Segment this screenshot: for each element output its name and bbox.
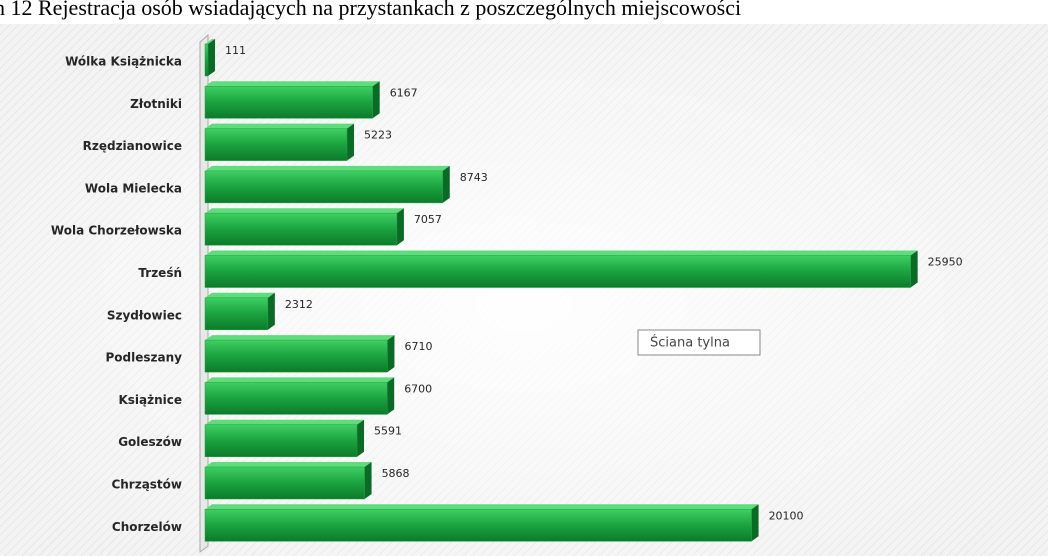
bar-side <box>372 81 380 119</box>
tooltip-box <box>637 329 761 356</box>
bar-top <box>205 462 372 467</box>
bar <box>204 509 752 542</box>
bar-top <box>205 419 365 425</box>
bar-top <box>205 39 216 44</box>
title-band <box>0 0 1048 24</box>
bar-side <box>751 504 759 542</box>
value-label: 25950 <box>928 256 963 269</box>
bar-side <box>267 292 275 330</box>
bar <box>204 43 209 77</box>
axis-wall <box>199 33 209 553</box>
bar-side <box>347 123 355 161</box>
tooltip-text: Ściana tylna <box>650 335 730 351</box>
bar <box>204 382 388 415</box>
value-label: 2312 <box>285 298 313 311</box>
bar <box>204 255 911 288</box>
value-label: 111 <box>225 44 246 57</box>
bar <box>204 86 373 119</box>
bar-top <box>205 123 355 129</box>
bar-top <box>205 208 404 214</box>
bar-side <box>442 165 450 203</box>
category-label: Chorzelów <box>112 520 182 534</box>
bar <box>204 212 398 246</box>
bar <box>204 424 358 457</box>
category-label: Rzędzianowice <box>83 139 182 153</box>
bar <box>204 339 388 373</box>
bar-top <box>205 292 275 298</box>
bar-top <box>205 377 395 383</box>
category-label: Wola Mielecka <box>85 181 182 195</box>
bar <box>204 128 348 161</box>
value-label: 6700 <box>404 382 432 395</box>
category-label: Chrząstów <box>111 478 182 492</box>
category-label: Książnice <box>118 393 182 407</box>
value-label: 5868 <box>382 467 410 480</box>
chart-title: h 12 Rejestracja osób wsiadających na pr… <box>0 0 741 20</box>
bar-side <box>387 377 395 415</box>
category-label: Złotniki <box>130 97 182 111</box>
bar <box>204 297 269 331</box>
category-label: Goleszów <box>118 435 182 449</box>
bar-top <box>205 250 918 256</box>
bar-top <box>205 81 380 87</box>
bar-top <box>205 504 759 510</box>
category-label: Szydłowiec <box>107 308 182 322</box>
bar-side <box>357 419 365 457</box>
bar-side <box>387 335 395 373</box>
bar <box>204 170 443 204</box>
bar-top <box>205 335 395 341</box>
category-label: Wola Chorzełowska <box>51 224 182 238</box>
value-label: 5223 <box>364 129 392 142</box>
category-label: Wólka Książnicka <box>65 55 182 69</box>
bar-side <box>396 208 404 246</box>
value-label: 6167 <box>390 86 418 99</box>
category-label: Podleszany <box>106 351 183 365</box>
category-label: Trześń <box>138 266 182 280</box>
bar-side <box>364 462 372 499</box>
bar-top <box>205 165 450 171</box>
bar-side <box>910 250 918 288</box>
value-label: 20100 <box>769 509 804 522</box>
bar <box>204 466 365 500</box>
value-label: 5591 <box>374 425 402 438</box>
value-label: 8743 <box>460 171 488 184</box>
value-label: 7057 <box>414 213 442 226</box>
bar-side <box>208 39 216 76</box>
value-label: 6710 <box>404 340 432 353</box>
